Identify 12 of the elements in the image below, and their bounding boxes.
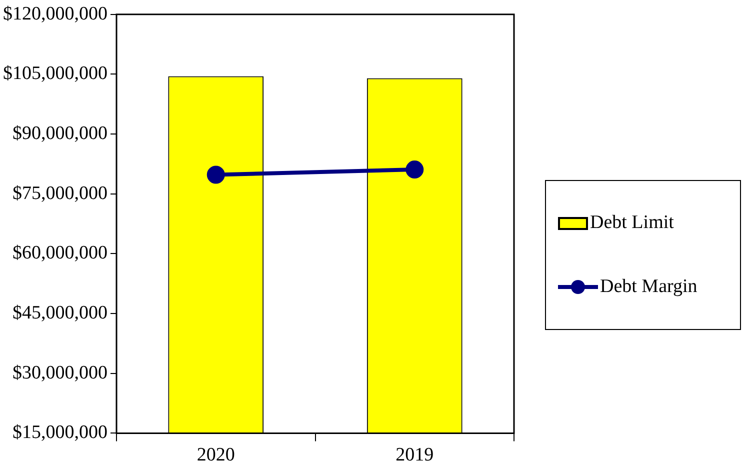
x-tick-label: 2020 — [196, 444, 235, 466]
y-tick-label: $60,000,000 — [12, 242, 108, 264]
y-tick-label: $30,000,000 — [12, 362, 108, 384]
y-tick-label: $120,000,000 — [3, 3, 108, 24]
y-tick-label: $75,000,000 — [12, 182, 108, 204]
x-tick-label: 2019 — [396, 444, 434, 466]
y-tick-label: $90,000,000 — [12, 123, 108, 144]
legend-label: Debt Margin — [600, 276, 698, 298]
y-tick-label: $105,000,000 — [3, 63, 108, 84]
y-tick-label: $15,000,000 — [12, 422, 108, 444]
y-tick-label: $45,000,000 — [12, 302, 108, 324]
legend-label: Debt Limit — [590, 212, 674, 234]
